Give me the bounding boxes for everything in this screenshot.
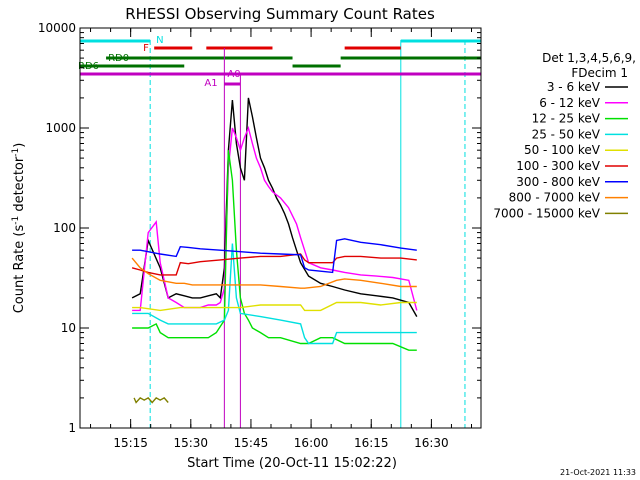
x-tick-label: 15:15 bbox=[113, 436, 148, 450]
legend-header-decimation: FDecim 1 bbox=[571, 66, 628, 80]
x-tick-label: 15:45 bbox=[234, 436, 269, 450]
legend-entry-label: 800 - 7000 keV bbox=[509, 191, 601, 205]
y-tick-label: 100 bbox=[53, 221, 76, 235]
series-line-6 bbox=[132, 238, 417, 274]
flag-n-label: N bbox=[156, 35, 163, 46]
series-line-4 bbox=[132, 301, 417, 312]
series-line-2 bbox=[132, 150, 417, 351]
y-tick-label: 1000 bbox=[45, 121, 76, 135]
legend-entry-label: 3 - 6 keV bbox=[547, 80, 601, 94]
flag-a0-label: A0 bbox=[227, 69, 240, 80]
flag-rd0-label: RD0 bbox=[108, 53, 129, 64]
legend-entry-label: 7000 - 15000 keV bbox=[493, 206, 600, 220]
series-lines bbox=[131, 97, 418, 404]
axis-ticks: 1 10 100 1000 10000 15:15 15:30 15:45 16:00 16:15… bbox=[38, 21, 481, 450]
series-line-3 bbox=[132, 243, 417, 345]
chart-title: RHESSI Observing Summary Count Rates bbox=[125, 5, 435, 23]
legend-entry-label: 300 - 800 keV bbox=[516, 175, 600, 189]
y-tick-label: 10000 bbox=[38, 21, 76, 35]
y-axis-label-mid: detector bbox=[12, 156, 27, 216]
plot-frame bbox=[79, 27, 482, 429]
y-axis-label-sup1: -1 bbox=[11, 216, 21, 225]
x-axis-label: Start Time (20-Oct-11 15:02:22) bbox=[187, 456, 397, 471]
legend-header-detectors: Det 1,3,4,5,6,9, bbox=[542, 51, 636, 65]
series-line-1 bbox=[132, 125, 418, 312]
generation-timestamp: 21-Oct-2021 11:33 bbox=[560, 468, 636, 477]
series-line-8 bbox=[133, 397, 169, 404]
flag-rd6-label: RD6 bbox=[78, 61, 99, 72]
x-tick-label: 15:30 bbox=[173, 436, 208, 450]
legend-entry-label: 25 - 50 keV bbox=[532, 127, 601, 141]
flag-bars: NF RD0 RD6 A1 A0 bbox=[78, 35, 481, 428]
flag-f-label: F bbox=[143, 43, 149, 54]
series-line-5 bbox=[131, 253, 417, 276]
y-axis-label-sup2: -1 bbox=[11, 148, 21, 157]
x-tick-label: 16:15 bbox=[354, 436, 389, 450]
x-tick-label: 16:30 bbox=[414, 436, 449, 450]
y-axis-label-end: ) bbox=[12, 143, 27, 148]
y-tick-label: 10 bbox=[61, 321, 76, 335]
flag-a1-label: A1 bbox=[204, 78, 217, 89]
legend-entry-label: 12 - 25 keV bbox=[532, 112, 601, 126]
legend-entry-label: 100 - 300 keV bbox=[516, 159, 600, 173]
y-tick-label: 1 bbox=[68, 421, 76, 435]
series-line-7 bbox=[131, 257, 417, 289]
legend: Det 1,3,4,5,6,9, FDecim 1 3 - 6 keV 6 - 1… bbox=[493, 51, 636, 220]
y-axis-label-main: Count Rate (s bbox=[12, 225, 27, 314]
y-axis-label: Count Rate (s-1 detector-1) bbox=[11, 143, 27, 314]
x-tick-label: 16:00 bbox=[294, 436, 329, 450]
legend-entry-label: 6 - 12 keV bbox=[539, 96, 601, 110]
legend-entry-label: 50 - 100 keV bbox=[524, 143, 601, 157]
